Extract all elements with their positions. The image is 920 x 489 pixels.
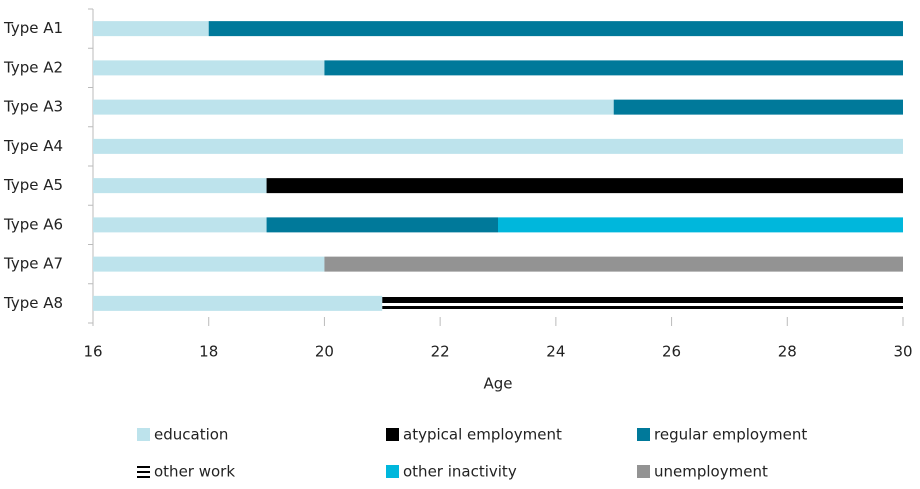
y-tick-label: Type A7 <box>3 255 63 273</box>
bar-segment <box>93 295 383 311</box>
y-tick-label: Type A8 <box>3 294 63 312</box>
legend-label: other work <box>154 463 235 481</box>
legend-swatch <box>137 466 150 468</box>
bar-segment <box>93 217 267 233</box>
legend-swatch <box>386 428 399 441</box>
x-tick-label: 30 <box>893 343 912 361</box>
legend-label: other inactivity <box>403 463 517 481</box>
legend-swatch <box>137 428 150 441</box>
y-tick-label: Type A6 <box>3 215 63 233</box>
bar-segment <box>266 178 904 194</box>
y-tick-label: Type A4 <box>3 137 63 155</box>
bar-segment <box>93 99 614 115</box>
bar-segment <box>382 295 903 311</box>
bar-segment <box>93 256 325 272</box>
legend-swatch <box>386 465 399 478</box>
bar-segment <box>93 21 209 37</box>
x-tick-label: 28 <box>778 343 797 361</box>
bar-segment <box>93 138 903 154</box>
bar-segment <box>498 217 903 233</box>
x-tick-label: 24 <box>546 343 565 361</box>
x-tick-label: 20 <box>315 343 334 361</box>
y-tick-label: Type A5 <box>3 176 63 194</box>
legend-swatch <box>137 476 150 478</box>
legend-label: unemployment <box>654 463 768 481</box>
bar-segment <box>613 99 903 115</box>
legend-label: education <box>154 426 228 444</box>
bar-segment <box>208 21 903 37</box>
x-tick-label: 22 <box>431 343 450 361</box>
legend-label: regular employment <box>654 426 807 444</box>
y-tick-label: Type A1 <box>3 19 63 37</box>
x-tick-label: 18 <box>199 343 218 361</box>
bar-segment <box>93 178 267 194</box>
bar-segment <box>324 256 903 272</box>
legend-swatch <box>137 471 150 473</box>
y-tick-label: Type A2 <box>3 58 63 76</box>
x-axis-label: Age <box>483 375 512 393</box>
bar-segment <box>266 217 498 233</box>
bar-segment <box>93 60 325 76</box>
legend-label: atypical employment <box>403 426 562 444</box>
x-tick-label: 26 <box>662 343 681 361</box>
y-tick-label: Type A3 <box>3 98 63 116</box>
legend-swatch <box>637 428 650 441</box>
legend-swatch <box>637 465 650 478</box>
x-tick-label: 16 <box>83 343 102 361</box>
bar-segment <box>324 60 903 76</box>
